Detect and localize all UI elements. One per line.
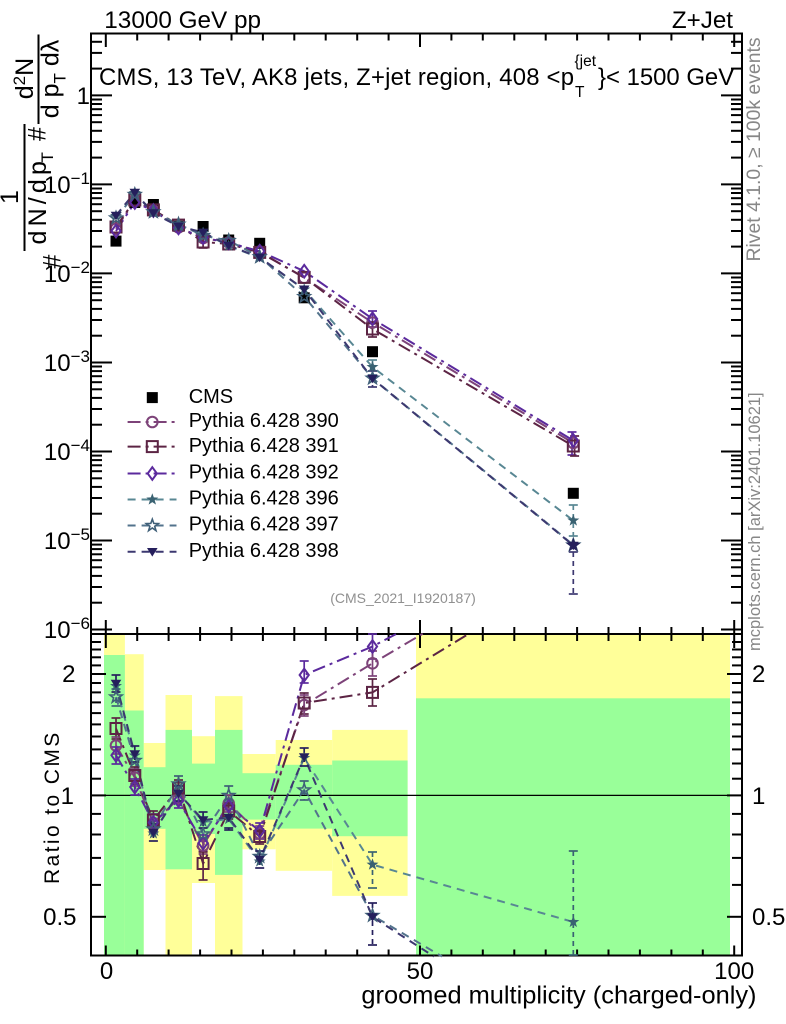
svg-text:Ratio to CMS: Ratio to CMS: [41, 730, 64, 884]
svg-text:10−4: 10−4: [44, 436, 90, 466]
svg-text:#: #: [39, 254, 67, 268]
svg-text:Pythia 6.428 397: Pythia 6.428 397: [189, 514, 339, 536]
svg-text:2: 2: [62, 661, 75, 688]
svg-text:0.5: 0.5: [752, 904, 785, 931]
svg-text:(CMS_2021_I1920187): (CMS_2021_I1920187): [330, 590, 476, 606]
svg-text:2: 2: [752, 661, 765, 688]
svg-text:100: 100: [714, 958, 754, 985]
svg-text:groomed multiplicity (charged-: groomed multiplicity (charged-only): [361, 982, 756, 1010]
svg-text:mcplots.cern.ch [arXiv:2401.10: mcplots.cern.ch [arXiv:2401.10621]: [746, 392, 764, 651]
svg-text:1: 1: [0, 190, 24, 204]
svg-text:0.5: 0.5: [43, 904, 76, 931]
svg-text:Pythia 6.428 392: Pythia 6.428 392: [189, 462, 339, 484]
svg-text:#: #: [24, 127, 52, 141]
svg-text:Z+Jet: Z+Jet: [672, 7, 733, 34]
svg-text:10−6: 10−6: [44, 614, 90, 644]
svg-text:Pythia 6.428 390: Pythia 6.428 390: [189, 410, 339, 432]
svg-text:d pT dλ: d pT dλ: [36, 39, 69, 118]
svg-text:1: 1: [77, 83, 90, 110]
svg-text:13000 GeV pp: 13000 GeV pp: [104, 7, 261, 34]
svg-text:Pythia 6.428 398: Pythia 6.428 398: [189, 540, 339, 562]
svg-text:Pythia 6.428 396: Pythia 6.428 396: [189, 488, 339, 510]
svg-text:CMS: CMS: [189, 386, 233, 408]
svg-text:50: 50: [407, 958, 434, 985]
svg-text:d N / d pT: d N / d pT: [24, 153, 57, 245]
svg-text:Pythia 6.428 391: Pythia 6.428 391: [189, 435, 339, 457]
svg-text:10−3: 10−3: [44, 347, 90, 377]
svg-text:1: 1: [752, 783, 765, 810]
svg-text:1: 1: [61, 783, 74, 810]
svg-text:CMS, 13 TeV, AK8 jets, Z+jet r: CMS, 13 TeV, AK8 jets, Z+jet region, 408…: [99, 53, 734, 101]
svg-text:0: 0: [100, 958, 113, 985]
svg-text:Rivet 4.1.0, ≥ 100k events: Rivet 4.1.0, ≥ 100k events: [743, 37, 765, 261]
svg-text:d2N: d2N: [10, 58, 39, 99]
